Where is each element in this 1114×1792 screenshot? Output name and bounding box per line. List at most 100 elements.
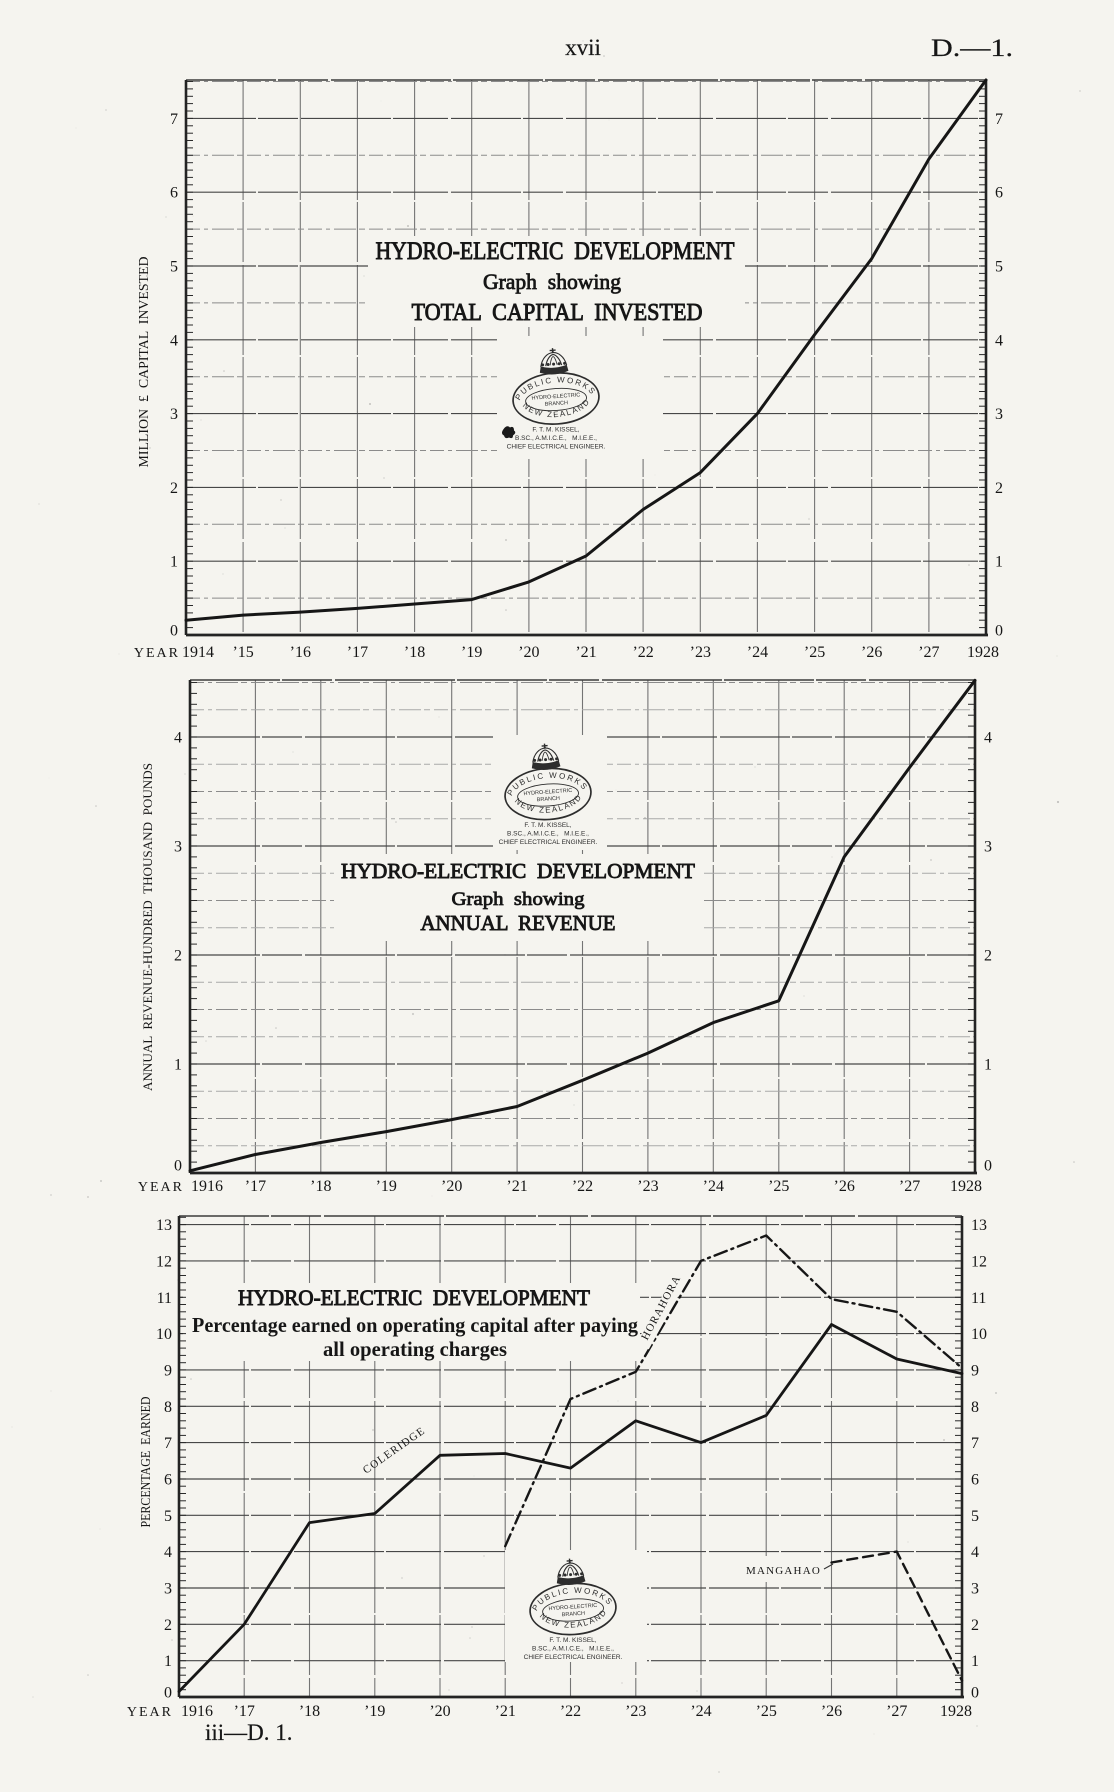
- svg-text:1: 1: [170, 554, 178, 571]
- svg-text:HYDRO-ELECTRIC: HYDRO-ELECTRIC: [523, 788, 572, 797]
- svg-text:’23: ’23: [625, 1703, 646, 1720]
- svg-text:’21: ’21: [506, 1178, 527, 1195]
- svg-text:’20: ’20: [518, 644, 539, 661]
- svg-text:’17: ’17: [234, 1703, 255, 1720]
- svg-text:HYDRO-ELECTRIC DEVELOPMENT: HYDRO-ELECTRIC DEVELOPMENT: [341, 859, 695, 883]
- svg-text:’22: ’22: [560, 1703, 581, 1720]
- svg-text:10: 10: [156, 1326, 172, 1343]
- svg-text:’16: ’16: [290, 644, 311, 661]
- svg-text:YEAR: YEAR: [138, 1180, 184, 1195]
- svg-text:’27: ’27: [899, 1178, 920, 1195]
- svg-text:3: 3: [971, 1580, 979, 1597]
- svg-text:3: 3: [174, 839, 182, 856]
- svg-text:BRANCH: BRANCH: [562, 1611, 586, 1619]
- svg-text:4: 4: [984, 730, 992, 747]
- svg-text:4: 4: [971, 1544, 979, 1561]
- svg-text:Graph showing: Graph showing: [483, 269, 621, 294]
- svg-text:3: 3: [170, 406, 178, 423]
- svg-text:’27: ’27: [918, 644, 939, 661]
- svg-text:0: 0: [164, 1685, 172, 1702]
- svg-text:BRANCH: BRANCH: [537, 796, 561, 804]
- svg-text:Percentage earned on operating: Percentage earned on operating capital a…: [192, 1313, 638, 1337]
- svg-text:1916: 1916: [191, 1178, 223, 1195]
- svg-text:8: 8: [971, 1399, 979, 1416]
- svg-text:HYDRO-ELECTRIC: HYDRO-ELECTRIC: [531, 392, 580, 401]
- svg-text:4: 4: [174, 730, 182, 747]
- svg-text:’18: ’18: [404, 644, 425, 661]
- svg-text:’21: ’21: [575, 644, 596, 661]
- svg-text:’21: ’21: [495, 1703, 516, 1720]
- svg-text:’23: ’23: [637, 1178, 658, 1195]
- svg-text:7: 7: [164, 1435, 172, 1452]
- svg-text:13: 13: [971, 1217, 987, 1234]
- svg-text:6: 6: [995, 185, 1003, 202]
- svg-text:’23: ’23: [690, 644, 711, 661]
- svg-text:11: 11: [157, 1290, 172, 1307]
- svg-text:iii—D. 1.: iii—D. 1.: [205, 1720, 293, 1745]
- svg-text:CHIEF ELECTRICAL ENGINEER.: CHIEF ELECTRICAL ENGINEER.: [524, 1654, 623, 1661]
- svg-text:’24: ’24: [747, 644, 768, 661]
- svg-text:xvii: xvii: [565, 35, 601, 60]
- svg-text:6: 6: [170, 185, 178, 202]
- svg-text:2: 2: [170, 480, 178, 497]
- svg-text:’18: ’18: [310, 1178, 331, 1195]
- svg-text:CHIEF ELECTRICAL ENGINEER.: CHIEF ELECTRICAL ENGINEER.: [507, 444, 606, 451]
- svg-text:2: 2: [174, 948, 182, 965]
- svg-text:0: 0: [971, 1685, 979, 1702]
- svg-text:2: 2: [971, 1617, 979, 1634]
- svg-text:F. T. M. KISSEL,: F. T. M. KISSEL,: [524, 822, 571, 829]
- svg-text:’25: ’25: [768, 1178, 789, 1195]
- svg-text:5: 5: [164, 1508, 172, 1525]
- svg-text:1: 1: [984, 1057, 992, 1074]
- svg-text:5: 5: [971, 1508, 979, 1525]
- svg-text:YEAR: YEAR: [134, 646, 180, 661]
- svg-text:D.—1.: D.—1.: [931, 35, 1013, 62]
- svg-text:2: 2: [164, 1617, 172, 1634]
- svg-text:’17: ’17: [347, 644, 368, 661]
- svg-text:12: 12: [156, 1253, 172, 1270]
- svg-text:’19: ’19: [461, 644, 482, 661]
- svg-text:’26: ’26: [821, 1703, 842, 1720]
- svg-text:7: 7: [170, 111, 178, 128]
- svg-text:’19: ’19: [364, 1703, 385, 1720]
- svg-text:MILLION £ CAPITAL INVESTED: MILLION £ CAPITAL INVESTED: [137, 257, 152, 468]
- svg-text:4: 4: [995, 332, 1003, 349]
- svg-text:1928: 1928: [950, 1178, 982, 1195]
- svg-text:’20: ’20: [441, 1178, 462, 1195]
- svg-text:’26: ’26: [861, 644, 882, 661]
- svg-text:9: 9: [164, 1362, 172, 1379]
- svg-text:0: 0: [170, 623, 178, 640]
- svg-text:CHIEF ELECTRICAL ENGINEER.: CHIEF ELECTRICAL ENGINEER.: [499, 839, 598, 846]
- svg-text:7: 7: [971, 1435, 979, 1452]
- svg-text:5: 5: [995, 259, 1003, 276]
- svg-text:1928: 1928: [940, 1703, 972, 1720]
- svg-text:4: 4: [170, 332, 178, 349]
- svg-text:9: 9: [971, 1362, 979, 1379]
- svg-text:1928: 1928: [967, 644, 999, 661]
- svg-text:0: 0: [984, 1158, 992, 1175]
- svg-text:’27: ’27: [886, 1703, 907, 1720]
- svg-text:1: 1: [971, 1653, 979, 1670]
- svg-text:’25: ’25: [804, 644, 825, 661]
- svg-text:’24: ’24: [690, 1703, 711, 1720]
- svg-text:1914: 1914: [182, 644, 214, 661]
- svg-text:HYDRO-ELECTRIC DEVELOPMENT: HYDRO-ELECTRIC DEVELOPMENT: [376, 238, 735, 265]
- svg-text:B.SC., A.M.I.C.E., M.I.E.E.,: B.SC., A.M.I.C.E., M.I.E.E.,: [532, 1646, 614, 1653]
- svg-text:ANNUAL REVENUE-HUNDRED THOUS: ANNUAL REVENUE-HUNDRED THOUSAND POUNDS: [140, 763, 155, 1091]
- svg-text:ANNUAL REVENUE: ANNUAL REVENUE: [421, 911, 616, 935]
- svg-text:12: 12: [971, 1253, 987, 1270]
- svg-text:’25: ’25: [756, 1703, 777, 1720]
- svg-text:8: 8: [164, 1399, 172, 1416]
- svg-text:1: 1: [164, 1653, 172, 1670]
- svg-text:’24: ’24: [703, 1178, 724, 1195]
- svg-text:HYDRO-ELECTRIC DEVELOPMENT: HYDRO-ELECTRIC DEVELOPMENT: [238, 1285, 591, 1310]
- svg-text:4: 4: [164, 1544, 172, 1561]
- svg-text:1: 1: [174, 1057, 182, 1074]
- svg-text:13: 13: [156, 1217, 172, 1234]
- svg-text:F. T. M. KISSEL,: F. T. M. KISSEL,: [549, 1637, 596, 1644]
- svg-text:’19: ’19: [376, 1178, 397, 1195]
- svg-text:’18: ’18: [299, 1703, 320, 1720]
- svg-text:’22: ’22: [632, 644, 653, 661]
- svg-text:3: 3: [164, 1580, 172, 1597]
- svg-text:BRANCH: BRANCH: [545, 400, 569, 408]
